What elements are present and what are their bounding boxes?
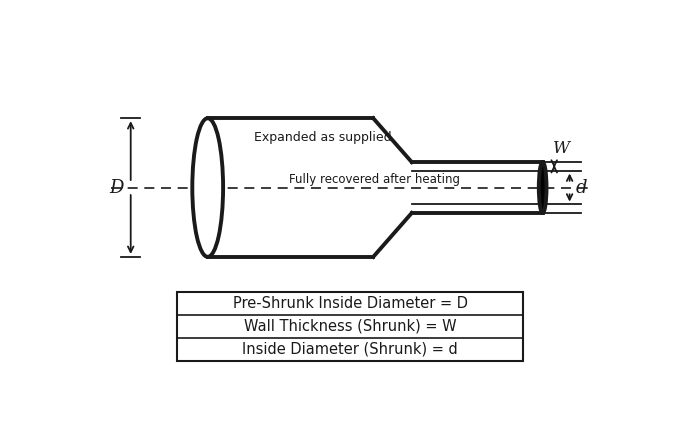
Text: Inside Diameter (Shrunk) = d: Inside Diameter (Shrunk) = d <box>243 342 458 357</box>
Text: Pre-Shrunk Inside Diameter = D: Pre-Shrunk Inside Diameter = D <box>233 296 468 311</box>
Ellipse shape <box>538 162 547 213</box>
Text: W: W <box>553 140 570 157</box>
Text: D: D <box>109 179 124 197</box>
Bar <box>177 292 523 361</box>
Text: Fully recovered after heating: Fully recovered after heating <box>288 173 459 187</box>
Ellipse shape <box>192 118 223 257</box>
Text: Expanded as supplied: Expanded as supplied <box>254 131 392 144</box>
Text: Wall Thickness (Shrunk) = W: Wall Thickness (Shrunk) = W <box>244 319 457 334</box>
Text: d: d <box>575 179 587 197</box>
